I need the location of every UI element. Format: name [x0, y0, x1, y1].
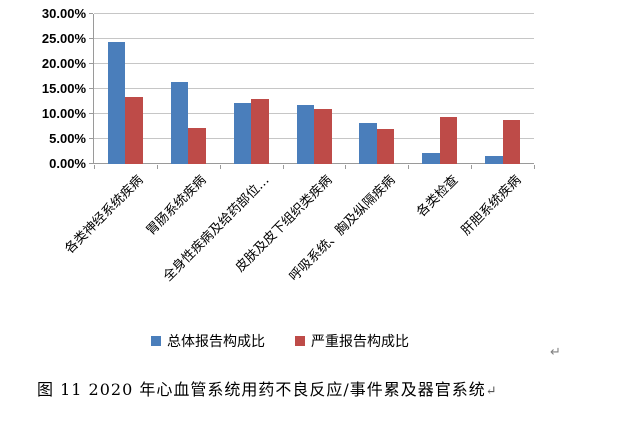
x-axis-tick	[219, 165, 221, 169]
x-category-label: 各类神经系统疾病	[62, 172, 147, 257]
paragraph-mark: ↵	[485, 384, 497, 399]
y-tick-label: 30.00%	[41, 6, 86, 21]
x-axis-tick	[282, 165, 284, 169]
bar-严重报告构成比-胃肠系统疾病	[188, 128, 206, 164]
y-tick-label: 0.00%	[49, 156, 86, 171]
y-tick-label: 5.00%	[49, 131, 86, 146]
chart-legend: 总体报告构成比 严重报告构成比	[0, 331, 560, 351]
y-tick-label: 20.00%	[41, 56, 86, 71]
gridline	[94, 88, 534, 89]
bar-总体报告构成比-皮肤及皮下组织类疾病	[296, 104, 314, 164]
y-axis-tick	[89, 63, 93, 64]
y-axis-tick	[89, 113, 93, 114]
y-axis-tick	[89, 138, 93, 139]
x-axis-tick	[94, 165, 95, 169]
legend-item: 严重报告构成比	[295, 331, 409, 351]
bar-总体报告构成比-肝胆系统疾病	[485, 156, 503, 164]
legend-swatch	[295, 336, 305, 346]
bar-严重报告构成比-肝胆系统疾病	[502, 120, 521, 164]
bar-总体报告构成比-各类神经系统疾病	[107, 41, 126, 164]
y-tick-label: 10.00%	[41, 106, 86, 121]
legend-label: 总体报告构成比	[167, 334, 265, 350]
x-axis-tick	[471, 165, 473, 169]
x-axis-tick	[156, 165, 158, 169]
y-axis-tick	[89, 163, 93, 164]
gridline	[94, 38, 534, 39]
bar-严重报告构成比-各类神经系统疾病	[125, 96, 143, 164]
legend-swatch	[151, 336, 161, 346]
x-axis-tick	[408, 165, 410, 169]
y-axis-tick	[89, 38, 93, 39]
x-axis-tick	[534, 165, 535, 169]
bar-总体报告构成比-呼吸系统、胸及纵隔疾病	[359, 123, 377, 164]
bar-总体报告构成比-全身性疾病及给药部位…	[233, 103, 252, 164]
x-category-label: 肝胆系统疾病	[458, 172, 525, 239]
bar-总体报告构成比-胃肠系统疾病	[170, 82, 189, 164]
x-category-label: 呼吸系统、胸及纵隔疾病	[286, 172, 399, 285]
bar-严重报告构成比-全身性疾病及给药部位…	[251, 98, 269, 164]
x-category-label: 各类检查	[413, 172, 462, 221]
bar-严重报告构成比-各类检查	[439, 117, 458, 164]
bar-chart: 0.00% 5.00% 10.00% 15.00% 20.00% 25.00% 30.00%…	[0, 6, 560, 351]
gridline	[94, 63, 534, 64]
caption-text: 图 11 2020 年心血管系统用药不良反应/事件累及器官系统	[37, 380, 486, 399]
gridline	[94, 13, 534, 14]
plot-area	[89, 13, 535, 169]
figure-caption: 图 11 2020 年心血管系统用药不良反应/事件累及器官系统↵	[37, 376, 597, 400]
y-tick-label: 25.00%	[41, 31, 86, 46]
legend-label: 严重报告构成比	[311, 334, 409, 350]
bar-严重报告构成比-呼吸系统、胸及纵隔疾病	[376, 129, 395, 164]
bar-总体报告构成比-各类检查	[422, 153, 440, 164]
y-tick-label: 15.00%	[41, 81, 86, 96]
legend-item: 总体报告构成比	[151, 331, 265, 351]
y-axis-tick	[89, 13, 93, 14]
y-axis-tick	[89, 88, 93, 89]
bar-严重报告构成比-皮肤及皮下组织类疾病	[314, 108, 332, 164]
paragraph-mark: ↵	[550, 345, 561, 360]
x-category-label: 全身性疾病及给药部位…	[160, 172, 273, 285]
x-axis-tick	[345, 165, 347, 169]
